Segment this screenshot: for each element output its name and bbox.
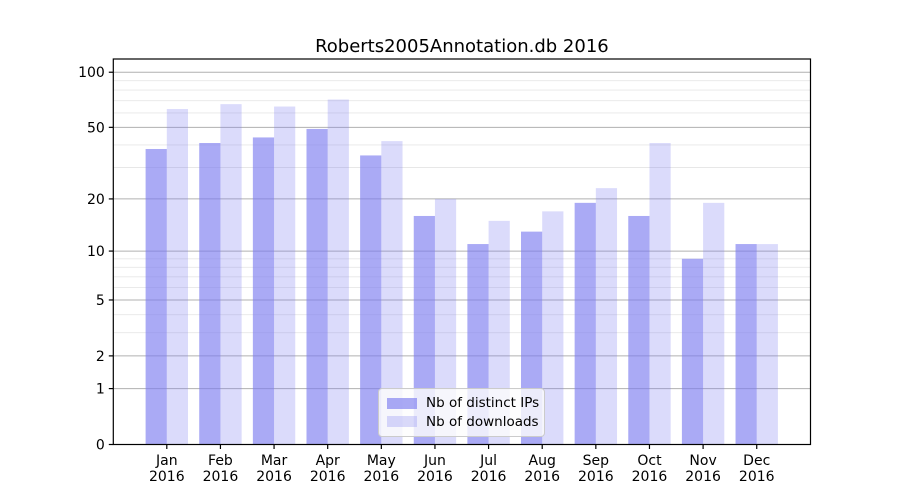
- x-tick-label: Aug 2016: [524, 453, 560, 485]
- x-tick-label: Apr 2016: [310, 453, 346, 485]
- y-tick-label: 1: [96, 382, 105, 398]
- bar-distinct-ips-apr: [306, 128, 328, 445]
- bar-distinct-ips-jun: [413, 215, 435, 445]
- bar-downloads-jan: [166, 109, 188, 445]
- legend-swatch-downloads: [387, 416, 417, 428]
- y-tick-label: 50: [87, 120, 105, 136]
- bar-downloads-jun: [434, 198, 457, 445]
- x-tick-label: Oct 2016: [632, 453, 668, 485]
- y-tick-label: 100: [78, 65, 105, 81]
- legend: Nb of distinct IPs Nb of downloads: [378, 388, 545, 437]
- x-tick-label: Mar 2016: [256, 453, 292, 485]
- bar-distinct-ips-may: [360, 155, 382, 445]
- y-tick-label: 2: [96, 349, 105, 365]
- bar-downloads-nov: [703, 202, 725, 445]
- x-tick-label: Dec 2016: [739, 453, 775, 485]
- legend-item-downloads: Nb of downloads: [387, 413, 539, 430]
- x-tick-label: Feb 2016: [203, 453, 239, 485]
- bar-downloads-feb: [220, 104, 242, 445]
- bar-downloads-may: [381, 141, 403, 445]
- x-tick-label: Jul 2016: [471, 453, 507, 485]
- bar-distinct-ips-oct: [628, 215, 650, 445]
- plot-frame: [112, 58, 812, 446]
- bar-downloads-apr: [327, 99, 349, 445]
- bar-downloads-sep: [595, 188, 618, 445]
- y-tick-label: 20: [87, 192, 105, 208]
- bar-distinct-ips-feb: [199, 143, 221, 445]
- bar-distinct-ips-sep: [574, 202, 596, 445]
- bar-distinct-ips-dec: [735, 244, 757, 445]
- bar-downloads-aug: [542, 211, 564, 445]
- bar-downloads-mar: [274, 106, 296, 445]
- x-tick-label: Jun 2016: [417, 453, 453, 485]
- legend-label-distinct-ips: Nb of distinct IPs: [426, 395, 540, 412]
- x-tick-label: Nov 2016: [685, 453, 721, 485]
- bar-distinct-ips-nov: [681, 258, 704, 445]
- legend-swatch-distinct-ips: [387, 397, 417, 409]
- x-tick-label: May 2016: [363, 453, 399, 485]
- y-tick-label: 0: [96, 438, 105, 454]
- legend-item-distinct-ips: Nb of distinct IPs: [387, 395, 540, 412]
- chart-title: Roberts2005Annotation.db 2016: [315, 36, 609, 57]
- x-tick-label: Sep 2016: [578, 453, 614, 485]
- y-tick-label: 5: [96, 293, 105, 309]
- y-tick-label: 10: [87, 244, 105, 260]
- bar-downloads-dec: [756, 244, 778, 445]
- bar-distinct-ips-jan: [145, 148, 167, 445]
- legend-label-downloads: Nb of downloads: [426, 413, 539, 430]
- x-tick-label: Jan 2016: [149, 453, 185, 485]
- bar-downloads-oct: [649, 143, 671, 445]
- bar-distinct-ips-mar: [252, 137, 275, 445]
